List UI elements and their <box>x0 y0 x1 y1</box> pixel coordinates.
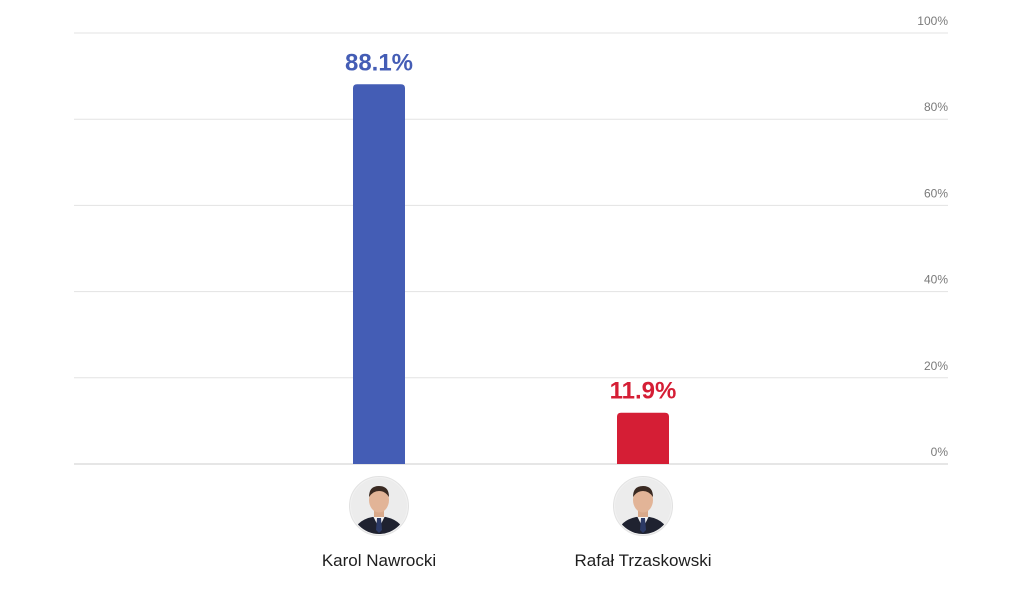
y-tick-label: 40% <box>924 273 948 287</box>
candidate-photo-icon <box>613 476 673 536</box>
candidate-avatars <box>349 476 673 536</box>
y-tick-label: 0% <box>931 445 949 459</box>
bar-trzaskowski <box>617 412 669 464</box>
candidate-name-label: Rafał Trzaskowski <box>575 551 712 570</box>
category-labels: Karol Nawrocki Rafał Trzaskowski <box>322 551 712 570</box>
y-axis-ticks: 0% 20% 40% 60% 80% 100% <box>917 14 948 459</box>
y-tick-label: 100% <box>917 14 948 28</box>
y-tick-label: 20% <box>924 359 948 373</box>
bars <box>353 84 669 464</box>
bar-value-label: 11.9% <box>610 378 677 405</box>
candidate-photo-icon <box>349 476 409 536</box>
bar-value-label: 88.1% <box>345 49 413 76</box>
value-labels: 88.1% 11.9% <box>345 49 676 404</box>
bar-nawrocki <box>353 84 405 464</box>
y-tick-label: 60% <box>924 186 948 200</box>
candidate-name-label: Karol Nawrocki <box>322 551 436 570</box>
grid <box>74 32 948 465</box>
y-tick-label: 80% <box>924 100 948 114</box>
